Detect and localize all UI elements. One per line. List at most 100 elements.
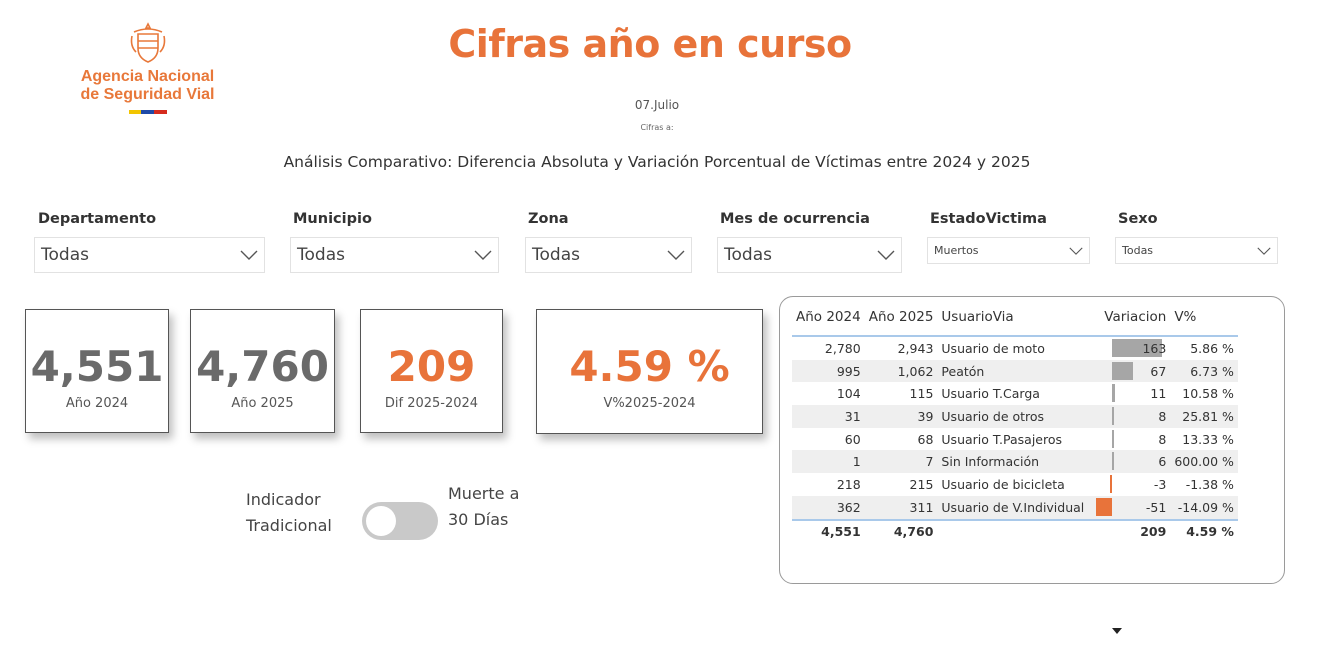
cell-2025: 68 (917, 431, 934, 447)
chevron-down-icon (667, 250, 685, 260)
cell-2025: 7 (864, 450, 938, 474)
colombia-flag-stripe (128, 110, 167, 114)
table-row[interactable]: 995 1,062 Peatón 67 6.73 % (792, 359, 1238, 383)
flag-blue (141, 110, 154, 114)
cell-2024: 104 (836, 386, 861, 402)
logo-text: Agencia Nacional de Seguridad Vial (80, 68, 215, 103)
cell-2025: 115 (909, 386, 934, 402)
dropdown-value: Muertos (934, 244, 979, 257)
cell-2024: 31 (792, 405, 865, 428)
cell-variacion: 6 (1094, 450, 1171, 474)
variacion-bar (1110, 475, 1113, 494)
chevron-down-icon (240, 250, 258, 260)
sexo-dropdown[interactable]: Todas (1115, 237, 1278, 264)
kpi-value: 4,760 (196, 342, 329, 391)
column-header-2024[interactable]: Año 2024 (792, 309, 865, 337)
variacion-bar (1096, 497, 1113, 516)
variacion-value: 8 (1158, 431, 1167, 447)
kpi-value: 4,551 (30, 342, 164, 391)
cell-vpct: 25.81 % (1170, 405, 1238, 428)
cell-2025: 39 (864, 405, 938, 428)
cell-vpct: 6.73 % (1170, 359, 1238, 383)
total-vpct: 4.59 % (1170, 518, 1238, 543)
column-header-2025[interactable]: Año 2025 (864, 309, 938, 337)
cell-variacion: 8 (1094, 428, 1170, 451)
cell-vpct: 10.58 % (1182, 386, 1234, 402)
kpi-label: V%2025-2024 (603, 396, 696, 411)
kpi-label: Dif 2025-2024 (384, 396, 479, 411)
table-row[interactable]: 362 311 Usuario de V.Individual -51 -14.09 % (792, 495, 1238, 520)
coat-of-arms-icon (130, 22, 165, 63)
cell-2024: 995 (792, 359, 865, 383)
municipio-dropdown[interactable]: Todas (290, 237, 499, 273)
cell-variacion: 11 (1094, 382, 1170, 405)
column-header-usuariovia[interactable]: UsuarioVia (937, 309, 1095, 337)
agency-logo: Agencia Nacional de Seguridad Vial (60, 22, 235, 122)
table-total-row: 4,551 4,760 209 4.59 % (792, 518, 1238, 543)
kpi-value: 4.59 % (569, 342, 730, 391)
cell-2025: 1,062 (864, 359, 938, 383)
table-header-row: Año 2024 Año 2025 UsuarioVia Variacion V… (792, 309, 1238, 337)
dropdown-value: Todas (41, 245, 89, 265)
variacion-value: -51 (1145, 499, 1167, 515)
toggle-knob (366, 506, 396, 536)
filter-label-mes: Mes de ocurrencia (720, 211, 870, 227)
cell-usuariovia: Peatón (937, 359, 1095, 383)
cell-2024: 2,780 (824, 340, 861, 356)
dropdown-value: Todas (297, 245, 345, 265)
cell-variacion: -51 (1094, 495, 1171, 520)
cell-usuariovia: Usuario T.Pasajeros (941, 431, 1063, 447)
kpi-card-2024: 4,551 Año 2024 (25, 309, 169, 433)
table-row[interactable]: 218 215 Usuario de bicicleta -3 -1.38 % (792, 473, 1238, 496)
cell-vpct: 5.86 % (1190, 340, 1234, 356)
dropdown-value: Todas (724, 245, 772, 265)
kpi-card-diferencia: 209 Dif 2025-2024 (360, 309, 503, 433)
cifras-note: Cifras a: (640, 123, 674, 132)
toggle-left-label: Indicador Tradicional (246, 490, 332, 535)
table-row[interactable]: 31 39 Usuario de otros 8 25.81 % (792, 405, 1238, 428)
cell-variacion: 8 (1094, 405, 1171, 428)
table-row[interactable]: 2,780 2,943 Usuario de moto 163 5.86 % (792, 336, 1238, 360)
filter-label-municipio: Municipio (293, 211, 372, 227)
cell-variacion: 67 (1094, 359, 1171, 383)
estadovictima-dropdown[interactable]: Muertos (927, 237, 1090, 264)
kpi-label: Año 2025 (231, 396, 294, 411)
filter-label-sexo: Sexo (1118, 211, 1158, 227)
flag-red (153, 110, 167, 114)
cell-vpct: -14.09 % (1170, 495, 1238, 520)
cell-usuariovia: Usuario T.Carga (941, 386, 1040, 402)
column-header-vpct[interactable]: V% (1170, 309, 1238, 337)
sort-desc-icon (1112, 628, 1122, 634)
indicator-toggle-switch[interactable] (362, 502, 438, 540)
variacion-bar (1112, 339, 1163, 357)
variacion-bar (1112, 361, 1134, 380)
departamento-dropdown[interactable]: Todas (34, 237, 265, 273)
variacion-value: -3 (1153, 476, 1167, 492)
cell-vpct: 600.00 % (1170, 450, 1238, 474)
variacion-bar (1112, 407, 1115, 426)
kpi-value: 209 (387, 342, 476, 391)
total-2024: 4,551 (792, 518, 865, 543)
variacion-bar (1112, 429, 1115, 448)
cell-usuariovia: Usuario de otros (937, 405, 1095, 428)
cell-usuariovia: Sin Información (937, 450, 1095, 474)
table-row[interactable]: 60 68 Usuario T.Pasajeros 8 13.33 % (792, 428, 1238, 451)
variacion-value: 163 (1142, 340, 1167, 356)
filter-label-estadovictima: EstadoVictima (930, 211, 1047, 227)
chevron-down-icon (1069, 247, 1083, 255)
column-header-variacion[interactable]: Variacion (1094, 309, 1171, 337)
total-variacion: 209 (1094, 518, 1171, 543)
table-row[interactable]: 104 115 Usuario T.Carga 11 10.58 % (792, 382, 1238, 405)
total-usuariovia (937, 518, 1095, 543)
cell-usuariovia: Usuario de bicicleta (941, 476, 1065, 492)
table-row[interactable]: 1 7 Sin Información 6 600.00 % (792, 450, 1238, 474)
filter-label-zona: Zona (528, 211, 569, 227)
report-date: 07.Julio (634, 98, 680, 112)
chevron-down-icon (1257, 247, 1271, 255)
total-2025: 4,760 (864, 518, 938, 543)
cell-2024: 60 (844, 431, 861, 447)
cell-2025: 215 (909, 476, 934, 492)
variacion-value: 8 (1158, 408, 1167, 424)
mes-ocurrencia-dropdown[interactable]: Todas (717, 237, 902, 273)
zona-dropdown[interactable]: Todas (525, 237, 692, 273)
